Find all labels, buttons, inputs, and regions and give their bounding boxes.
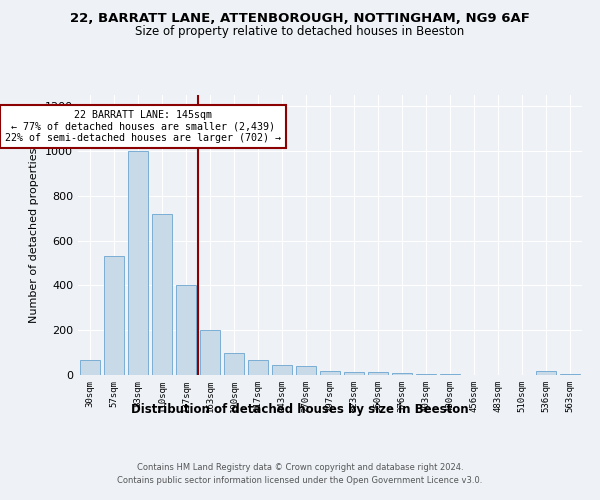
Bar — [416, 374, 436, 375]
Bar — [368, 372, 388, 375]
Text: Size of property relative to detached houses in Beeston: Size of property relative to detached ho… — [136, 25, 464, 38]
Y-axis label: Number of detached properties: Number of detached properties — [29, 148, 40, 322]
Bar — [392, 373, 412, 375]
Text: 22, BARRATT LANE, ATTENBOROUGH, NOTTINGHAM, NG9 6AF: 22, BARRATT LANE, ATTENBOROUGH, NOTTINGH… — [70, 12, 530, 26]
Text: Distribution of detached houses by size in Beeston: Distribution of detached houses by size … — [131, 402, 469, 415]
Bar — [224, 352, 244, 375]
Text: Contains HM Land Registry data © Crown copyright and database right 2024.: Contains HM Land Registry data © Crown c… — [137, 462, 463, 471]
Bar — [272, 365, 292, 375]
Bar — [176, 286, 196, 375]
Bar — [128, 151, 148, 375]
Bar — [320, 370, 340, 375]
Text: Contains public sector information licensed under the Open Government Licence v3: Contains public sector information licen… — [118, 476, 482, 485]
Bar — [536, 370, 556, 375]
Bar — [296, 366, 316, 375]
Bar — [440, 374, 460, 375]
Text: 22 BARRATT LANE: 145sqm
← 77% of detached houses are smaller (2,439)
22% of semi: 22 BARRATT LANE: 145sqm ← 77% of detache… — [5, 110, 281, 143]
Bar — [104, 256, 124, 375]
Bar — [248, 360, 268, 375]
Bar — [560, 374, 580, 375]
Bar — [152, 214, 172, 375]
Bar — [344, 372, 364, 375]
Bar — [80, 360, 100, 375]
Bar — [200, 330, 220, 375]
